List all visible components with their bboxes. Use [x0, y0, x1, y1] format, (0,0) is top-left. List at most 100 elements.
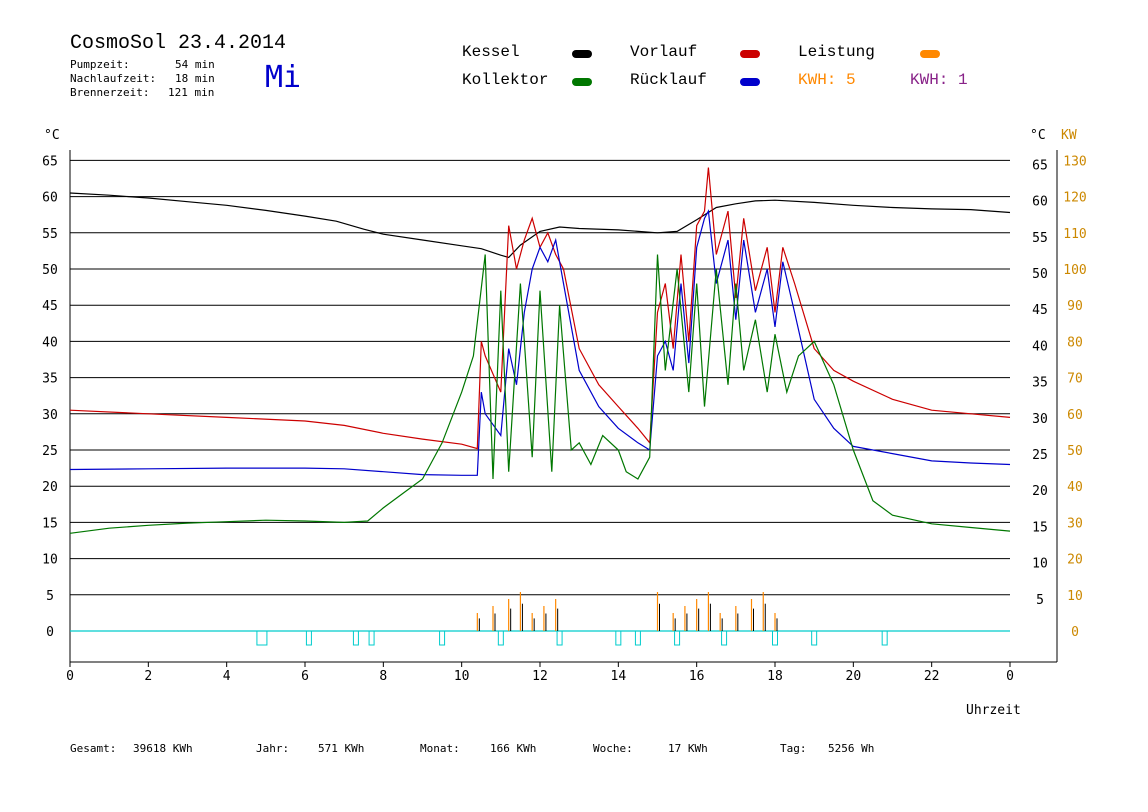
y-right-power-tick-label: 40	[1067, 480, 1083, 495]
ruecklauf-line	[69, 209, 1011, 476]
y-left-tick-label: 35	[42, 372, 58, 387]
x-tick-label: 18	[767, 669, 783, 684]
y-right-temp-tick-label: 5	[1036, 593, 1044, 608]
pump-marker	[368, 630, 375, 646]
y-left-tick-label: 30	[42, 408, 58, 423]
chart-title: CosmoSol 23.4.2014	[70, 32, 287, 55]
legend-kwh-a: KWH: 5	[798, 71, 856, 89]
y-left-tick-label: 20	[42, 480, 58, 495]
pump-marker	[556, 630, 563, 646]
pumpzeit-value: 54 min	[175, 58, 215, 71]
legend-leistung-swatch	[920, 50, 940, 58]
footer-woche-value: 17 KWh	[668, 742, 708, 755]
y-right-power-tick-label: 120	[1063, 191, 1086, 206]
y-right-power-tick-label: 20	[1067, 553, 1083, 568]
y-right-temp-tick-label: 65	[1032, 158, 1048, 173]
footer-gesamt-value: 39618 KWh	[133, 742, 193, 755]
pump-marker	[615, 630, 622, 646]
x-tick-label: 16	[689, 669, 705, 684]
pump-marker	[634, 630, 641, 646]
y-right-power-tick-label: 90	[1067, 299, 1083, 314]
y-right-temp-tick-label: 10	[1032, 557, 1048, 572]
y-right-temp-tick-label: 40	[1032, 339, 1048, 354]
y-left-tick-label: 0	[46, 625, 54, 640]
pump-marker	[674, 630, 681, 646]
kollektor-line	[69, 254, 1011, 534]
x-tick-label: 12	[532, 669, 548, 684]
legend-kessel-swatch	[572, 50, 592, 58]
y-left-tick-label: 40	[42, 335, 58, 350]
legend-leistung-label: Leistung	[798, 43, 875, 61]
legend-kollektor-swatch	[572, 78, 592, 86]
legend-kollektor-label: Kollektor	[462, 71, 549, 89]
pump-marker	[497, 630, 504, 646]
y-right-power-tick-label: 10	[1067, 589, 1083, 604]
pump-marker	[811, 630, 818, 646]
nachlaufzeit-label: Nachlaufzeit:	[70, 72, 157, 85]
y-right-temp-tick-label: 55	[1032, 231, 1048, 246]
y-left-tick-label: 65	[42, 154, 58, 169]
y-right-temp-tick-label: 35	[1032, 376, 1048, 391]
pump-marker	[256, 630, 268, 646]
brennerzeit-label: Brennerzeit:	[70, 86, 150, 99]
y-right-temp-tick-label: 15	[1032, 520, 1048, 535]
legend-vorlauf-swatch	[740, 50, 760, 58]
y-left-tick-label: 5	[46, 589, 54, 604]
x-tick-label: 10	[454, 669, 470, 684]
pump-marker	[881, 630, 888, 646]
legend-ruecklauf-swatch	[740, 78, 760, 86]
footer-monat-label: Monat:	[420, 742, 460, 755]
y-right-power-tick-label: 70	[1067, 372, 1083, 387]
legend-kessel-label: Kessel	[462, 43, 520, 61]
y-left-tick-label: 10	[42, 553, 58, 568]
x-tick-label: 22	[924, 669, 940, 684]
y-right-temp-tick-label: 20	[1032, 484, 1048, 499]
y-right-power-tick-label: 30	[1067, 516, 1083, 531]
legend-kwh-b: KWH: 1	[910, 71, 968, 89]
pumpzeit-label: Pumpzeit:	[70, 58, 130, 71]
y-right-temp-tick-label: 50	[1032, 267, 1048, 282]
y-right-temp-tick-label: 25	[1032, 448, 1048, 463]
y-right-power-tick-label: 100	[1063, 263, 1086, 278]
pump-marker	[772, 630, 778, 646]
y-right-power-axis-label: KW	[1061, 128, 1077, 143]
brennerzeit-value: 121 min	[168, 86, 215, 99]
y-left-tick-label: 50	[42, 263, 58, 278]
footer-jahr-value: 571 KWh	[318, 742, 365, 755]
footer-woche-label: Woche:	[593, 742, 633, 755]
pump-marker	[439, 630, 446, 646]
weekday-label: Mi	[265, 60, 302, 95]
x-tick-label: 2	[144, 669, 152, 684]
y-right-power-tick-label: 110	[1063, 227, 1086, 242]
footer-tag-label: Tag:	[780, 742, 807, 755]
y-right-power-tick-label: 60	[1067, 408, 1083, 423]
footer-gesamt-label: Gesamt:	[70, 742, 117, 755]
y-left-axis-label: °C	[44, 128, 60, 143]
y-left-tick-label: 15	[42, 516, 58, 531]
x-tick-label: 4	[223, 669, 231, 684]
y-right-temp-axis-label: °C	[1030, 128, 1046, 143]
footer-tag-value: 5256 Wh	[828, 742, 875, 755]
y-left-tick-label: 55	[42, 227, 58, 242]
pump-marker	[352, 630, 359, 646]
y-left-tick-label: 45	[42, 299, 58, 314]
y-right-temp-tick-label: 45	[1032, 303, 1048, 318]
legend-ruecklauf-label: Rücklauf	[630, 71, 707, 89]
x-tick-label: 0	[66, 669, 74, 684]
x-tick-label: 0	[1006, 669, 1014, 684]
y-right-temp-tick-label: 30	[1032, 412, 1048, 427]
vorlauf-line	[69, 167, 1011, 450]
footer-monat-value: 166 KWh	[490, 742, 537, 755]
footer-jahr-label: Jahr:	[256, 742, 290, 755]
x-tick-label: 20	[846, 669, 862, 684]
y-left-tick-label: 25	[42, 444, 58, 459]
y-right-power-tick-label: 130	[1063, 154, 1086, 169]
y-left-tick-label: 60	[42, 191, 58, 206]
nachlaufzeit-value: 18 min	[175, 72, 215, 85]
y-right-power-tick-label: 50	[1067, 444, 1083, 459]
pump-marker	[305, 630, 312, 646]
kessel-line	[69, 192, 1011, 259]
x-tick-label: 14	[611, 669, 627, 684]
y-right-power-tick-label: 0	[1071, 625, 1079, 640]
